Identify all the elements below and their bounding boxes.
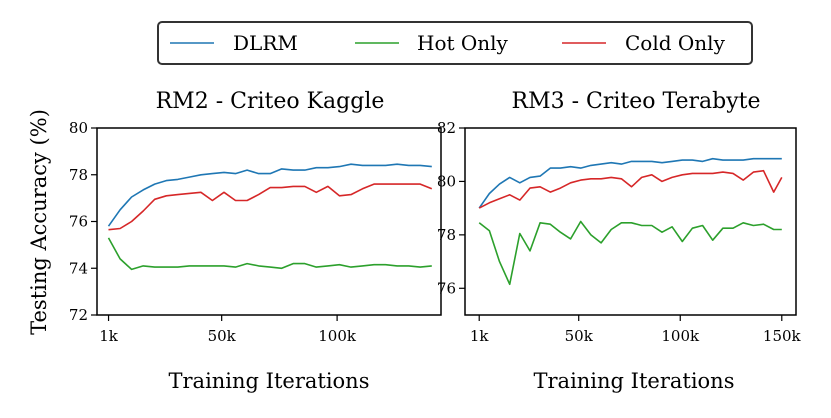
plot-frame [464, 127, 797, 316]
series-line-hot [107, 237, 432, 271]
series-line-dlrm [478, 157, 782, 209]
x-axis-label: Training Iterations [169, 369, 370, 393]
x-tick-label: 1k [99, 327, 119, 345]
chart-rm2-kaggle: RM2 - Criteo Kaggle 1k 50k 100k7274767880 … [69, 89, 442, 393]
x-tick-label: 150k [763, 327, 802, 345]
legend-label-dlrm: DLRM [233, 31, 298, 55]
y-tick-label: 74 [69, 259, 88, 277]
x-tick-label: 50k [565, 327, 594, 345]
series-line-cold [108, 183, 433, 231]
chart-rm3-terabyte: RM3 - Criteo Terabyte 1k 50k 100k 150k 76 78 8… [437, 89, 802, 393]
y-tick-label: 76 [69, 213, 88, 231]
y-tick-label: 78 [69, 166, 88, 184]
plot-area [478, 157, 783, 286]
series-line-dlrm [107, 163, 432, 227]
legend: DLRM Hot Only Cold Only [157, 21, 753, 65]
x-tick-label: 50k [208, 327, 237, 345]
chart-title: RM2 - Criteo Kaggle [156, 89, 385, 114]
legend-label-hot-only: Hot Only [417, 31, 509, 55]
plot-area [107, 163, 433, 271]
series-line-cold [478, 169, 783, 209]
chart-title: RM3 - Criteo Terabyte [512, 89, 761, 114]
x-tick-label: 100k [661, 327, 700, 345]
y-tick-label: 80 [69, 119, 88, 137]
plot-frame [96, 127, 442, 316]
y-axis-label: Testing Accuracy (%) [27, 109, 51, 335]
legend-label-cold-only: Cold Only [625, 31, 726, 55]
y-tick-label: 72 [69, 306, 88, 324]
x-tick-label: 100k [318, 327, 357, 345]
x-tick-label: 1k [470, 327, 490, 345]
y-tick-label: 82 [437, 119, 456, 137]
series-line-hot [478, 220, 782, 286]
y-tick-label: 80 [437, 172, 456, 190]
legend-frame [157, 21, 753, 65]
x-axis-label: Training Iterations [534, 369, 735, 393]
y-tick-label: 78 [437, 226, 456, 244]
y-tick-label: 76 [437, 279, 456, 297]
